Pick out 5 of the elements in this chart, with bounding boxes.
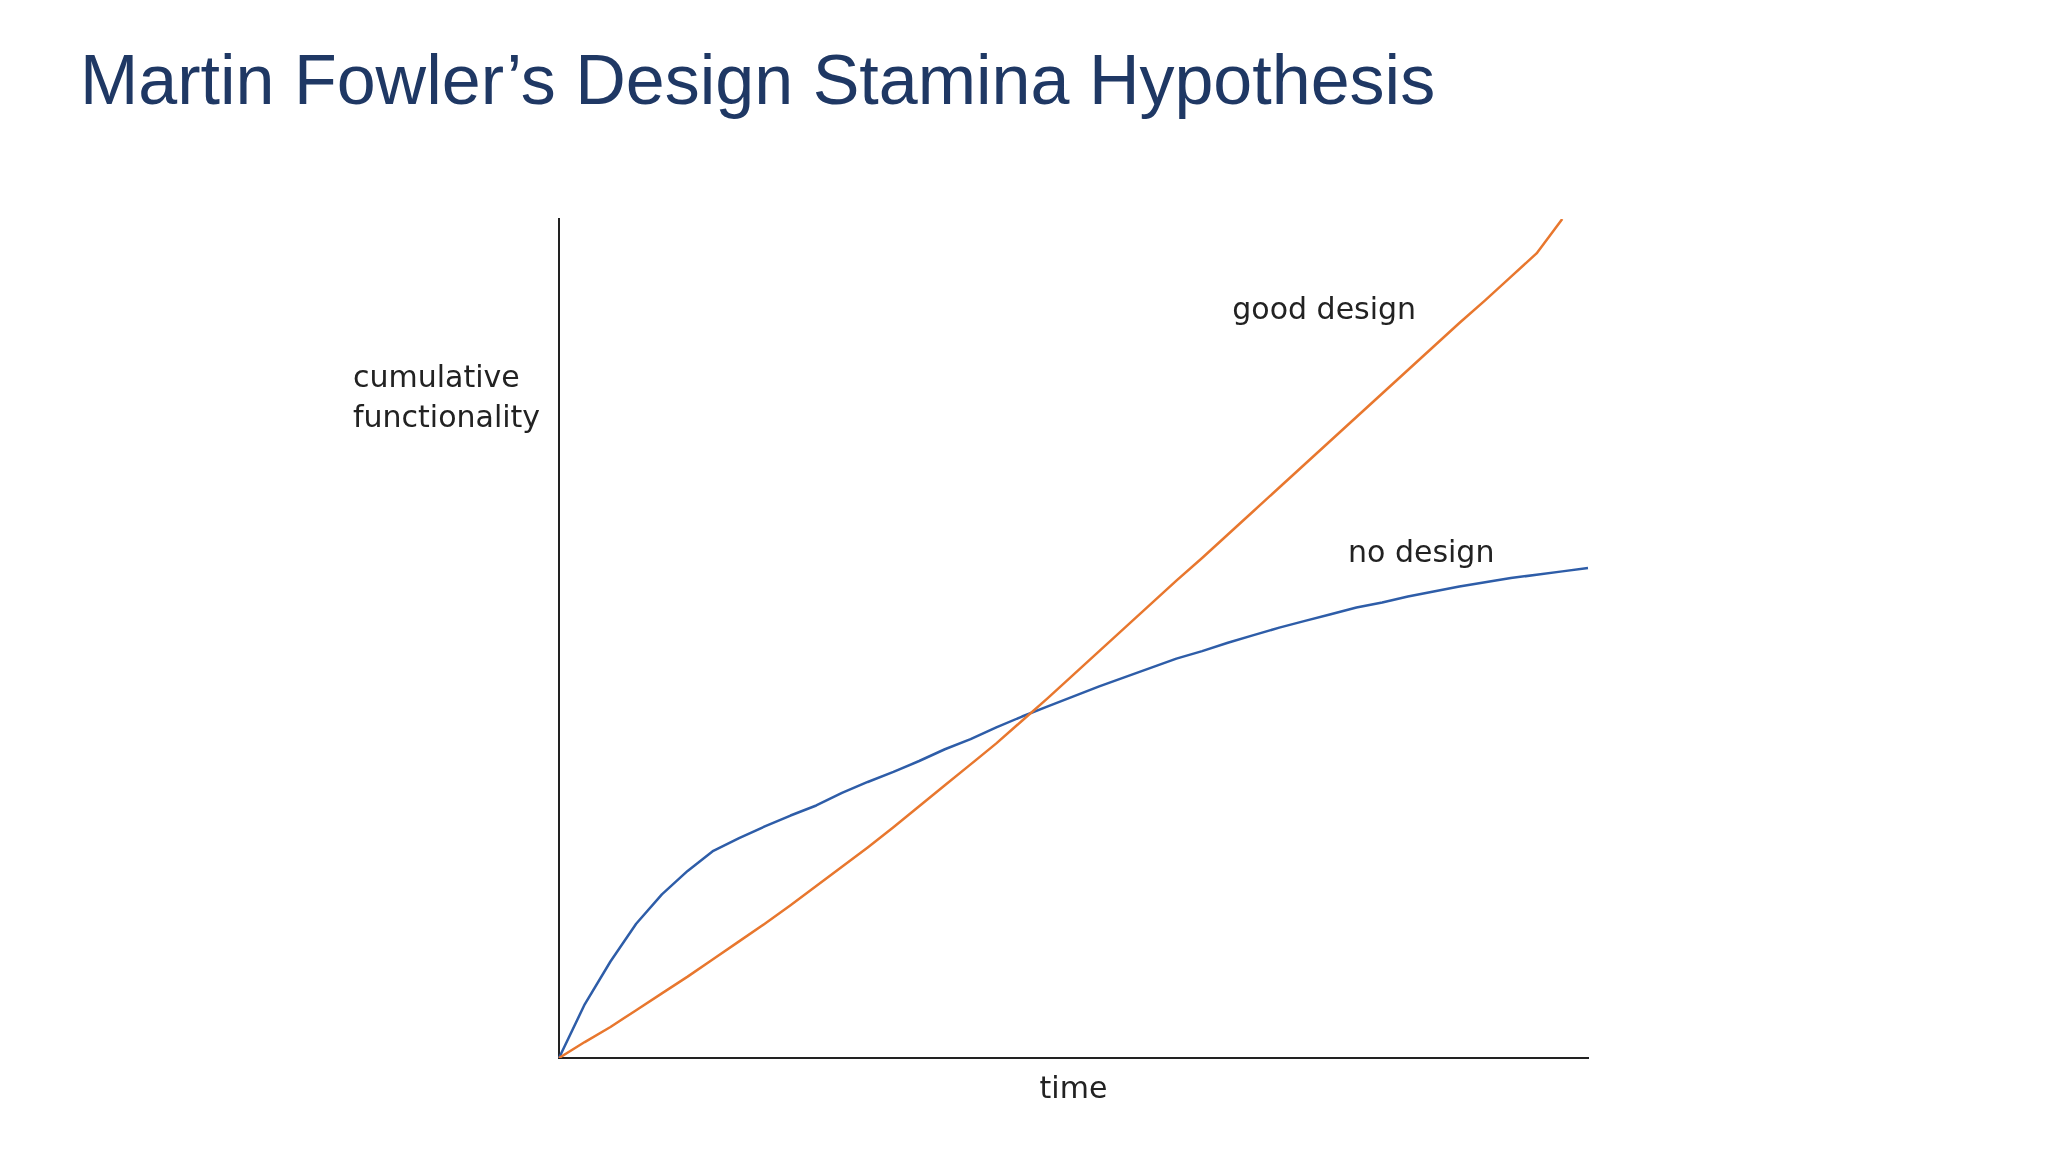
series-label: good design: [1232, 290, 1417, 326]
series-label: no design: [1348, 533, 1495, 569]
x-axis-title: time: [1039, 1069, 1108, 1105]
chart-title: Martin Fowler’s Design Stamina Hypothesis: [80, 40, 1436, 120]
y-axis-title: cumulative functionality: [353, 358, 541, 434]
